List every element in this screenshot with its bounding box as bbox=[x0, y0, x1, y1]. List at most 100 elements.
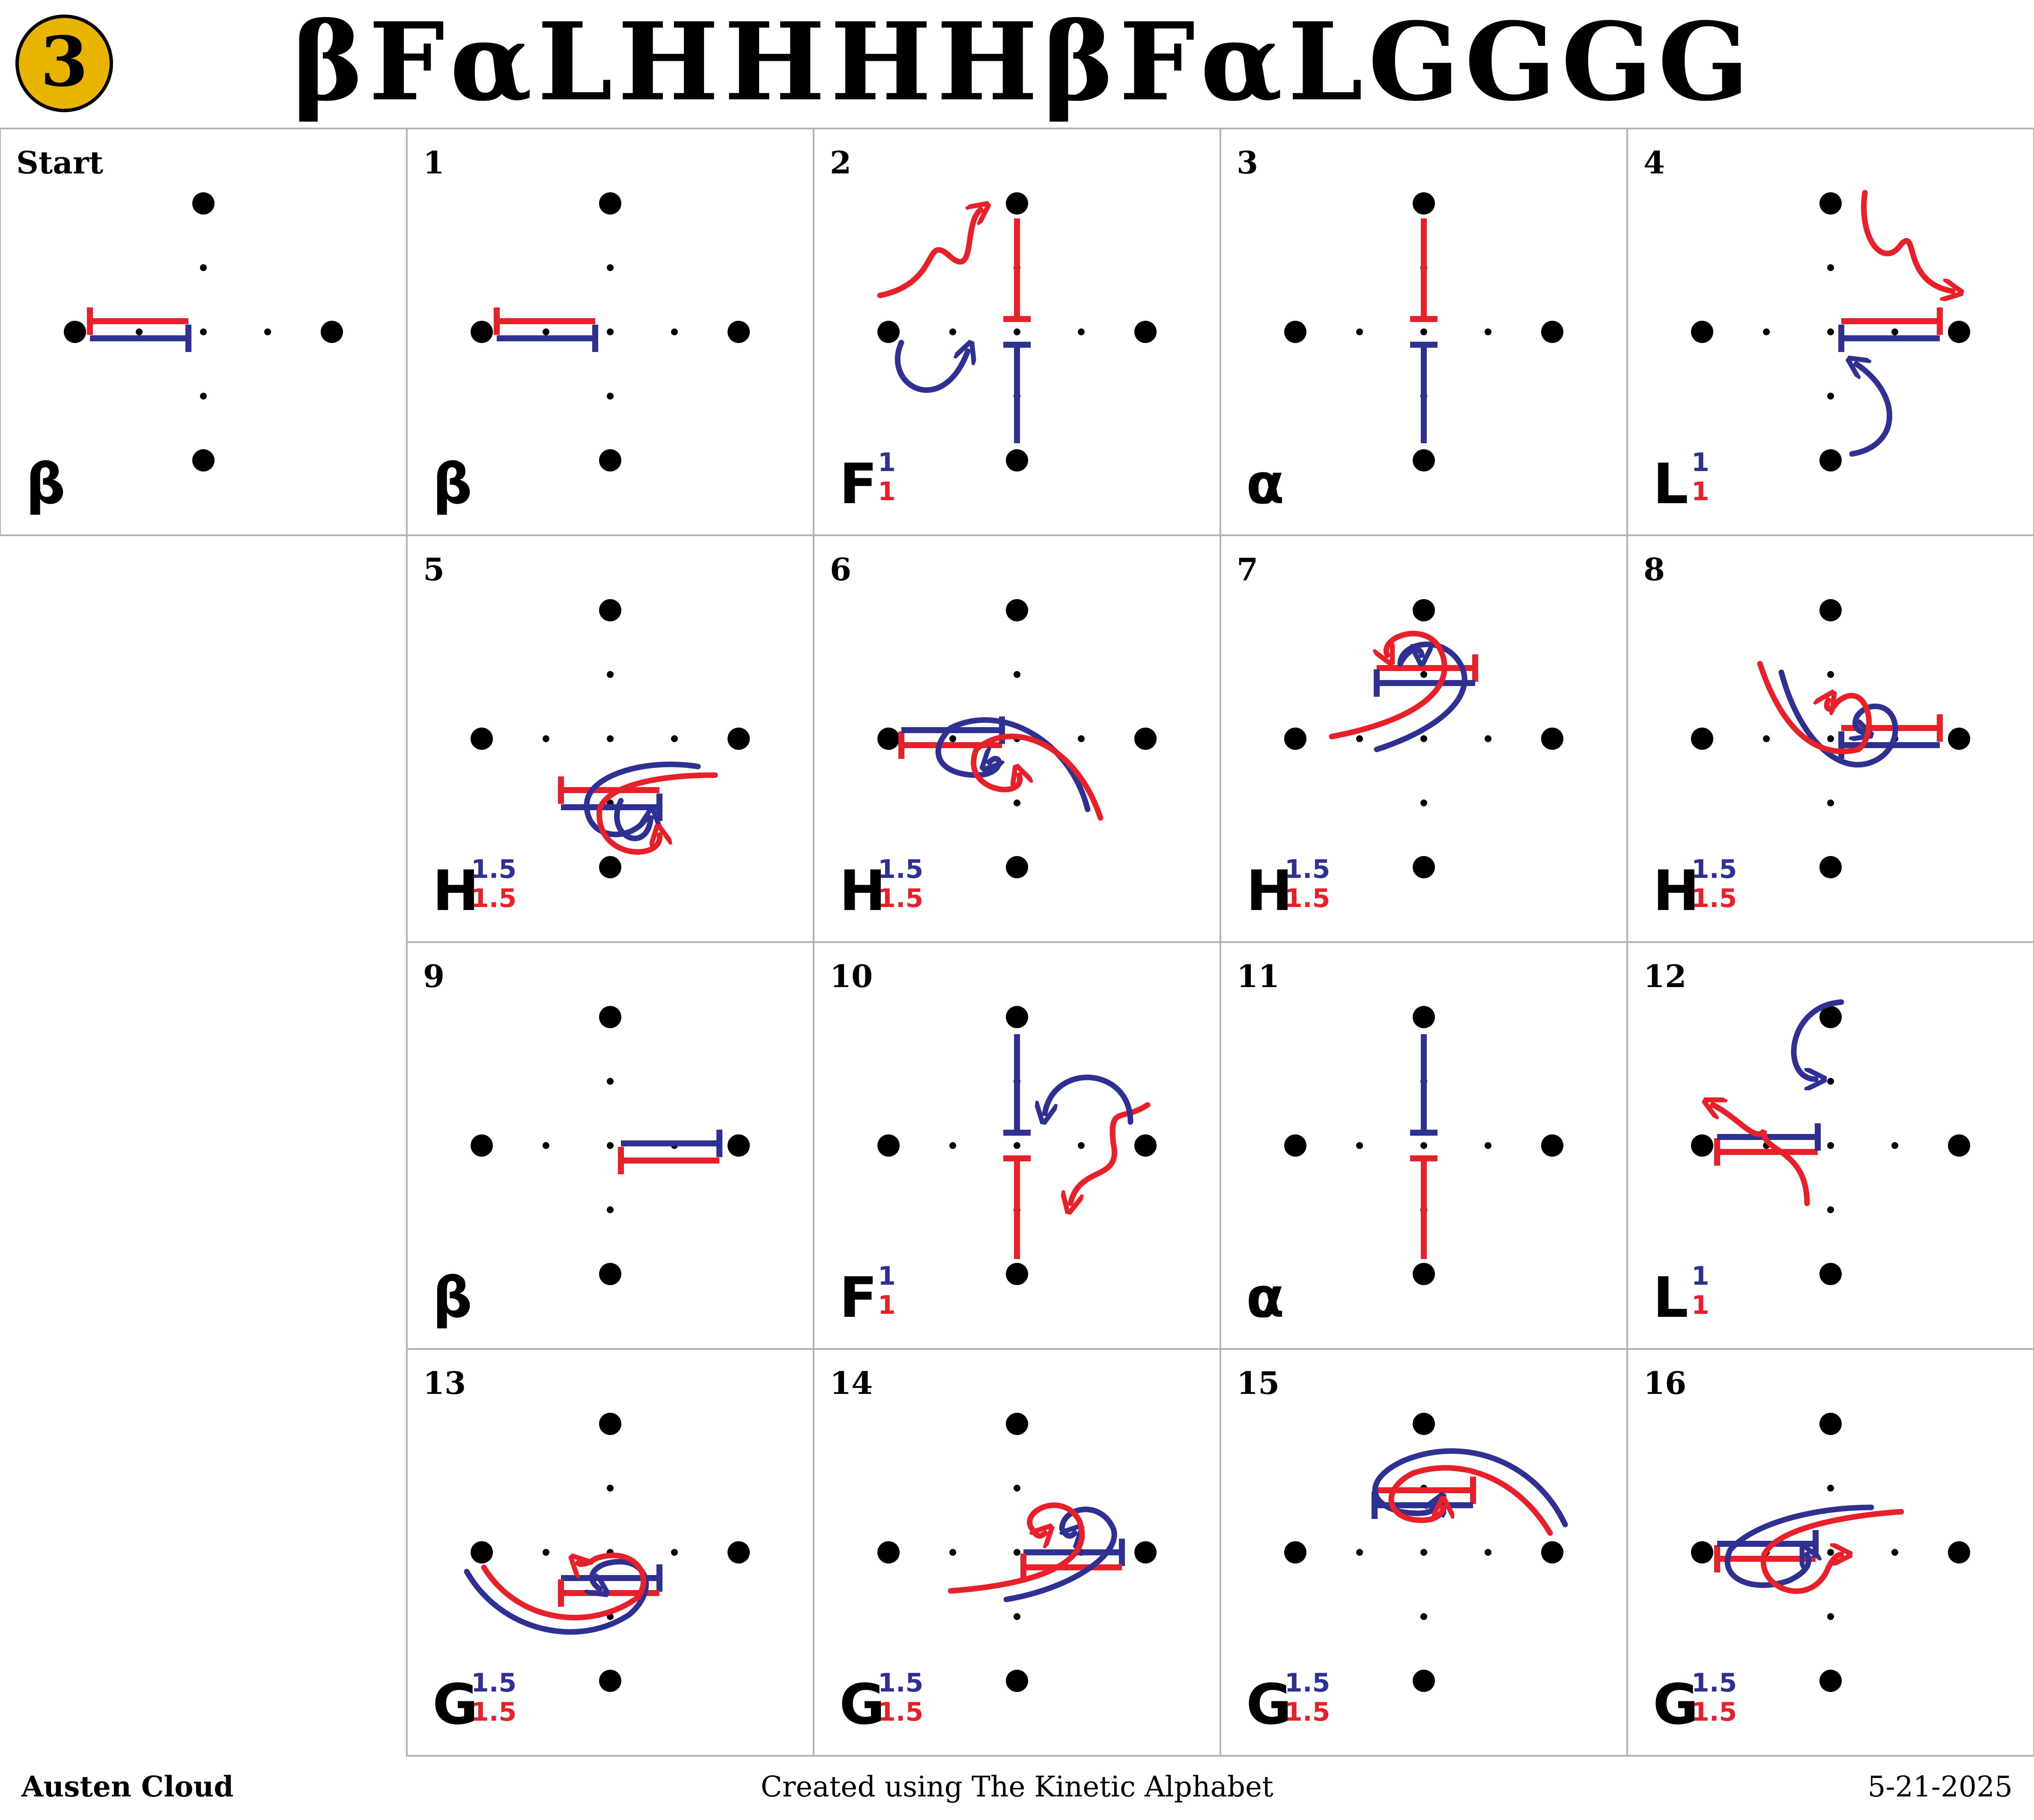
inner-point bbox=[543, 328, 549, 335]
step-cell: 9β bbox=[406, 941, 814, 1350]
inner-point bbox=[1356, 1549, 1363, 1556]
prop-diagram bbox=[618, 1130, 722, 1174]
glyph-subscript-red: 1 bbox=[1691, 477, 1709, 507]
cell-step-label: 11 bbox=[1237, 958, 1279, 994]
prop-diagram bbox=[1838, 190, 1953, 457]
blue-prop bbox=[1003, 1034, 1031, 1136]
red-arrowhead bbox=[1825, 1554, 1841, 1570]
red-prop bbox=[1714, 1138, 1818, 1166]
outer-point bbox=[1819, 1413, 1842, 1435]
inner-point bbox=[607, 1142, 614, 1149]
inner-point bbox=[1891, 1142, 1898, 1149]
inner-point bbox=[1078, 1142, 1085, 1149]
cell-step-label: 13 bbox=[423, 1365, 466, 1401]
move-glyph: β bbox=[26, 451, 66, 516]
blue-motion-path bbox=[1724, 1504, 1874, 1588]
inner-point bbox=[1827, 1549, 1834, 1556]
outer-point bbox=[728, 1541, 750, 1563]
step-cell: 13 G1.51.5 bbox=[406, 1348, 814, 1757]
step-cell: 5 H1.51.5 bbox=[406, 534, 814, 943]
outer-point bbox=[1691, 1541, 1713, 1563]
move-glyph: α bbox=[1246, 1265, 1284, 1330]
inner-point bbox=[949, 1142, 956, 1149]
glyph-subscript-red: 1.5 bbox=[1691, 1697, 1737, 1727]
blue-motion-arrow bbox=[895, 343, 968, 393]
inner-point bbox=[1014, 1613, 1020, 1620]
outer-point bbox=[728, 728, 750, 750]
inner-point bbox=[1827, 264, 1834, 271]
outer-point bbox=[1819, 449, 1842, 471]
blue-motion-path bbox=[1778, 669, 1898, 768]
outer-point bbox=[1948, 1134, 1970, 1157]
inner-point bbox=[1420, 328, 1427, 335]
inner-point bbox=[1485, 1142, 1491, 1149]
outer-point bbox=[1413, 1413, 1435, 1435]
footer: Austen Cloud Created using The Kinetic A… bbox=[21, 1770, 2013, 1803]
outer-point bbox=[1819, 599, 1842, 621]
red-prop bbox=[1714, 1545, 1816, 1572]
step-cell: 1β bbox=[406, 128, 814, 536]
glyph-subscript-red: 1.5 bbox=[471, 883, 516, 913]
inner-point bbox=[200, 393, 207, 400]
inner-point bbox=[1014, 671, 1020, 678]
cell-step-label: 6 bbox=[830, 551, 851, 588]
prop-diagram bbox=[1757, 661, 1943, 768]
cell-step-label: 9 bbox=[423, 958, 444, 994]
inner-point bbox=[1827, 1206, 1834, 1213]
inner-point bbox=[1356, 735, 1363, 742]
move-glyph: G bbox=[1246, 1672, 1292, 1737]
blue-prop bbox=[1410, 1034, 1438, 1136]
cell-step-label: 12 bbox=[1643, 958, 1686, 994]
inner-point bbox=[607, 1206, 614, 1213]
blue-prop bbox=[1374, 669, 1475, 697]
outer-point bbox=[1691, 728, 1713, 750]
outer-point bbox=[1006, 599, 1028, 621]
inner-point bbox=[949, 328, 956, 335]
prop-diagram bbox=[877, 210, 1031, 443]
red-motion-path bbox=[948, 1502, 1085, 1594]
inner-point bbox=[1078, 735, 1085, 742]
red-motion-path bbox=[1760, 1509, 1904, 1594]
step-cell: 10 F 11 bbox=[813, 941, 1221, 1350]
prop-diagram bbox=[948, 1502, 1125, 1602]
outer-point bbox=[1134, 728, 1157, 750]
inner-point bbox=[1014, 1142, 1020, 1149]
red-motion-path bbox=[973, 734, 1103, 821]
outer-point bbox=[1284, 728, 1306, 750]
outer-point bbox=[728, 321, 750, 343]
outer-point bbox=[1541, 321, 1563, 343]
cell-step-label: 1 bbox=[423, 144, 444, 181]
move-glyph: H bbox=[1653, 858, 1700, 923]
outer-point bbox=[1819, 1006, 1842, 1028]
blue-prop bbox=[497, 325, 598, 352]
glyph-superscript-blue: 1 bbox=[878, 1261, 896, 1291]
inner-point bbox=[1827, 328, 1834, 335]
outer-point bbox=[471, 321, 493, 343]
inner-point bbox=[1356, 328, 1363, 335]
outer-point bbox=[1541, 1541, 1563, 1563]
prop-diagram bbox=[1372, 1448, 1568, 1536]
glyph-superscript-blue: 1.5 bbox=[878, 854, 923, 884]
red-prop bbox=[1410, 1155, 1438, 1259]
inner-point bbox=[543, 1549, 549, 1556]
outer-point bbox=[1006, 449, 1028, 471]
prop-diagram bbox=[1714, 1504, 1904, 1594]
inner-point bbox=[607, 264, 614, 271]
outer-point bbox=[1134, 1134, 1157, 1157]
red-motion-path bbox=[1757, 661, 1872, 755]
red-motion-path bbox=[481, 1552, 646, 1620]
blue-prop bbox=[1838, 325, 1940, 352]
inner-point bbox=[1420, 1549, 1427, 1556]
inner-point bbox=[1485, 735, 1491, 742]
outer-point bbox=[1413, 1670, 1435, 1692]
glyph-superscript-blue: 1 bbox=[878, 448, 896, 477]
step-cell: 11 α bbox=[1220, 941, 1628, 1350]
outer-point bbox=[1541, 728, 1563, 750]
step-cell: 8 H1.51.5 bbox=[1626, 534, 2034, 943]
blue-motion-path bbox=[935, 717, 1091, 812]
inner-point bbox=[1014, 328, 1020, 335]
inner-point bbox=[1014, 1485, 1020, 1492]
prop-diagram bbox=[558, 761, 718, 855]
red-arrowhead bbox=[1827, 700, 1840, 709]
